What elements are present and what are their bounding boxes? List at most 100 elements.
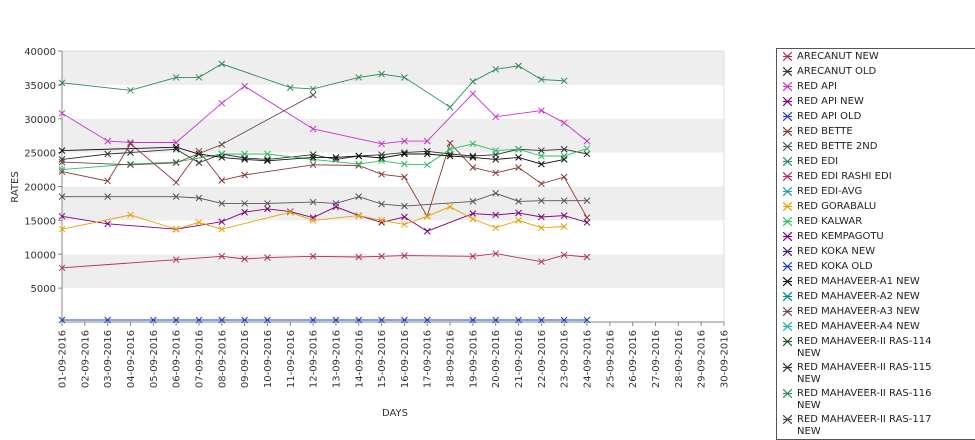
data-point[interactable] [446,103,454,111]
data-point[interactable] [218,200,226,207]
data-point[interactable] [264,156,271,163]
data-point[interactable] [583,316,591,324]
data-point[interactable] [378,140,385,148]
legend-item[interactable]: RED GORABALU [777,199,975,214]
data-point[interactable] [560,223,568,230]
data-point[interactable] [104,316,112,324]
data-point[interactable] [58,79,66,87]
data-point[interactable] [492,316,500,324]
data-point[interactable] [127,149,134,156]
data-point[interactable] [560,119,568,127]
legend-item[interactable]: RED KOKA OLD [777,259,975,274]
data-point[interactable] [58,264,66,272]
data-point[interactable] [401,150,408,158]
data-point[interactable] [401,213,408,221]
data-point[interactable] [515,209,522,217]
data-point[interactable] [309,151,317,159]
data-point[interactable] [58,212,66,220]
data-point[interactable] [172,193,180,201]
data-point[interactable] [241,208,248,216]
data-point[interactable] [58,158,66,166]
data-point[interactable] [446,203,454,211]
data-point[interactable] [515,316,522,324]
data-point[interactable] [560,197,568,205]
data-point[interactable] [378,316,385,324]
data-point[interactable] [195,219,203,226]
data-point[interactable] [104,193,112,201]
data-point[interactable] [492,224,500,232]
data-point[interactable] [241,82,248,90]
data-point[interactable] [264,316,271,324]
data-point[interactable] [127,139,134,146]
data-point[interactable] [58,147,66,154]
data-point[interactable] [423,316,431,324]
legend-item[interactable]: RED EDI [777,154,975,169]
legend-item[interactable]: RED KEMPAGOTU [777,229,975,244]
data-point[interactable] [583,137,591,145]
data-point[interactable] [469,164,477,171]
data-point[interactable] [149,316,157,324]
legend-item[interactable]: RED MAHAVEER-A2 NEW [777,289,975,304]
data-point[interactable] [355,74,363,81]
data-point[interactable] [264,200,271,207]
data-point[interactable] [332,316,340,324]
data-point[interactable] [104,220,112,228]
data-point[interactable] [469,316,477,324]
data-point[interactable] [515,164,522,171]
data-point[interactable] [309,125,317,133]
data-point[interactable] [583,219,591,226]
data-point[interactable] [515,154,522,161]
data-point[interactable] [332,154,340,161]
data-point[interactable] [378,217,385,224]
data-point[interactable] [309,161,317,169]
data-point[interactable] [401,252,408,259]
data-point[interactable] [218,154,226,161]
legend-item[interactable]: RED API [777,79,975,94]
data-point[interactable] [218,60,226,68]
data-point[interactable] [583,145,591,152]
data-point[interactable] [538,152,545,160]
data-point[interactable] [538,107,545,114]
data-point[interactable] [423,227,431,235]
data-point[interactable] [58,166,66,173]
legend-item[interactable]: RED KALWAR [777,214,975,229]
data-point[interactable] [492,169,500,177]
data-point[interactable] [423,161,431,169]
data-point[interactable] [492,147,500,154]
data-point[interactable] [469,140,477,148]
data-point[interactable] [378,200,385,208]
data-point[interactable] [172,225,180,233]
data-point[interactable] [241,200,248,207]
data-point[interactable] [583,150,591,158]
legend-item[interactable]: RED API NEW [777,94,975,109]
data-point[interactable] [241,171,248,179]
data-point[interactable] [195,316,203,324]
data-point[interactable] [401,137,408,145]
data-point[interactable] [401,202,408,210]
legend-item[interactable]: RED MAHAVEER-A4 NEW [777,319,975,334]
data-point[interactable] [446,145,454,153]
data-point[interactable] [309,198,317,206]
data-point[interactable] [538,316,545,324]
data-point[interactable] [241,316,248,324]
data-point[interactable] [218,225,226,233]
data-point[interactable] [515,62,522,70]
data-point[interactable] [560,156,568,163]
data-point[interactable] [583,214,591,222]
data-point[interactable] [58,316,66,324]
legend-item[interactable]: RED KOKA NEW [777,244,975,259]
legend-item[interactable]: RED EDI-AVG [777,184,975,199]
data-point[interactable] [560,251,568,259]
data-point[interactable] [309,85,317,93]
data-point[interactable] [104,177,112,185]
data-point[interactable] [469,210,477,217]
data-point[interactable] [195,74,203,81]
data-point[interactable] [241,255,248,263]
data-point[interactable] [378,154,385,162]
data-point[interactable] [401,74,408,81]
legend-item[interactable]: RED MAHAVEER-II RAS-114 NEW [777,334,975,360]
data-point[interactable] [538,213,545,221]
data-point[interactable] [104,137,112,145]
data-point[interactable] [583,253,591,261]
data-point[interactable] [469,198,477,205]
